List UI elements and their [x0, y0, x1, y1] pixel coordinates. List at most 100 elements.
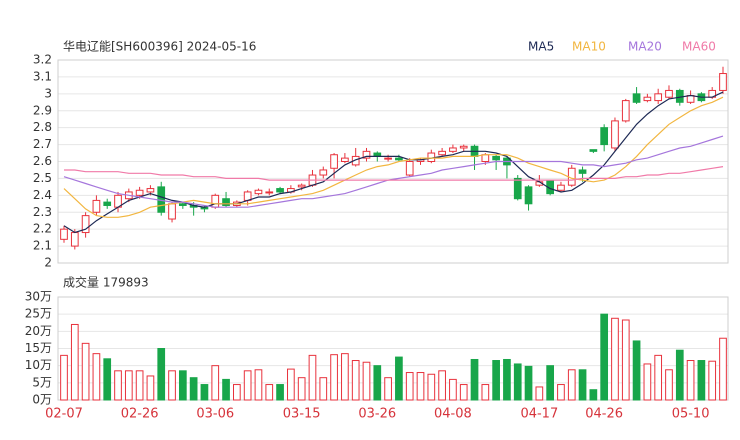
candle-body: [611, 120, 619, 149]
y-tick-label: 2.7: [33, 137, 52, 151]
candle-body: [297, 184, 306, 188]
x-tick-label: 03-06: [196, 407, 234, 422]
candle-body: [449, 147, 457, 152]
volume-bar: [621, 319, 630, 401]
candle-body: [135, 189, 144, 196]
x-tick-label: 02-07: [45, 407, 83, 422]
y-tick-label: 3.1: [33, 69, 52, 83]
legend-label: MA60: [682, 40, 716, 54]
candle-body: [211, 194, 220, 208]
candle-body: [459, 145, 468, 149]
volume-bar: [276, 384, 284, 401]
candle-body: [405, 161, 414, 176]
volume-bar: [427, 373, 436, 401]
x-tick-label: 02-26: [121, 407, 159, 422]
candle-body: [60, 228, 68, 240]
legend-label: MA5: [528, 40, 554, 54]
candle-body: [578, 169, 587, 174]
volume-bar: [362, 361, 371, 401]
y-tick-label: 2.3: [33, 205, 52, 219]
volume-bar: [449, 378, 457, 401]
candle-body: [276, 188, 284, 193]
y-tick-label: 2.5: [33, 171, 52, 185]
y-tick-label: 2.2: [33, 222, 52, 236]
y-tick-label: 2.4: [33, 188, 52, 202]
volume-bar: [265, 384, 274, 401]
volume-bar: [395, 356, 403, 401]
candle-body: [81, 215, 90, 234]
candle-body: [168, 203, 176, 220]
y-tick-label: 25万: [25, 307, 52, 321]
volume-bar: [611, 317, 619, 401]
candle-body: [254, 189, 263, 195]
x-tick-label: 04-17: [520, 407, 558, 422]
candle-body: [395, 157, 403, 161]
volume-bar: [513, 363, 522, 401]
y-tick-label: 30万: [25, 290, 52, 304]
volume-bar: [297, 377, 306, 401]
candle-body: [319, 169, 328, 176]
volume-bar: [470, 358, 479, 401]
volume-bar: [168, 370, 176, 401]
ma-line: [63, 135, 724, 208]
volume-bar: [535, 386, 544, 401]
candle-body: [265, 191, 274, 194]
candle-body: [351, 155, 360, 166]
y-tick-label: 2.9: [33, 103, 52, 117]
candle-body: [557, 184, 565, 191]
volume-bar: [416, 372, 425, 401]
volume-bar: [243, 370, 252, 401]
candle-body: [384, 157, 392, 160]
y-tick-label: 5万: [32, 375, 52, 389]
volume-title: 成交量 179893: [63, 275, 149, 290]
chart-title: 华电辽能[SH600396] 2024-05-16: [63, 40, 256, 54]
candle-body: [341, 157, 349, 163]
ma-line: [63, 91, 724, 234]
candle-body: [686, 95, 695, 103]
volume-bar: [146, 375, 155, 401]
candle-body: [524, 186, 533, 205]
volume-bar: [578, 369, 587, 401]
volume-bar: [308, 354, 317, 401]
candle-body: [438, 150, 446, 156]
candle-body: [719, 73, 727, 91]
volume-bar: [643, 363, 652, 401]
y-tick-label: 2.1: [33, 239, 52, 253]
volume-bar: [546, 365, 554, 401]
plot-frame: [57, 59, 729, 264]
candle-body: [70, 232, 79, 247]
candle-body: [92, 199, 101, 213]
volume-bar: [503, 358, 511, 401]
volume-bar: [567, 369, 576, 401]
y-tick-label: 3.2: [33, 53, 52, 67]
volume-bar: [70, 323, 79, 401]
x-tick-label: 03-26: [358, 407, 396, 422]
volume-bar: [135, 370, 144, 401]
volume-bar: [632, 340, 641, 401]
y-tick-label: 20万: [25, 324, 52, 338]
volume-bar: [200, 384, 209, 401]
volume-bar: [319, 377, 328, 401]
volume-bar: [675, 349, 684, 401]
volume-bar: [114, 370, 122, 401]
volume-bar: [254, 369, 263, 401]
volume-bar: [330, 354, 338, 401]
candle-body: [513, 177, 522, 200]
volume-bar: [92, 353, 101, 401]
y-tick-label: 3: [44, 86, 52, 100]
y-tick-label: 2: [44, 256, 52, 270]
volume-bar: [178, 370, 187, 401]
volume-bar: [222, 378, 230, 401]
candle-body: [654, 93, 663, 102]
volume-bar: [81, 342, 90, 401]
ma-line: [63, 96, 724, 218]
volume-bar: [686, 360, 695, 401]
candle-body: [600, 127, 609, 146]
candle-body: [146, 188, 155, 193]
y-tick-label: 2.8: [33, 120, 52, 134]
volume-bar: [384, 377, 392, 401]
volume-bar: [405, 372, 414, 401]
legend-label: MA10: [572, 40, 606, 54]
candle-body: [589, 149, 598, 152]
volume-bar: [157, 348, 166, 401]
